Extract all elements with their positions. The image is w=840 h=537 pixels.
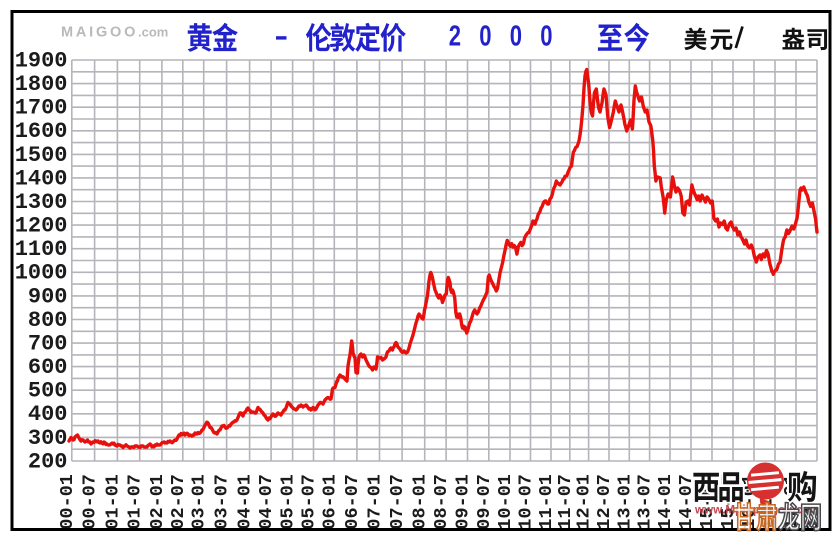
svg-text:02-01: 02-01 <box>147 474 168 530</box>
svg-text:11-07: 11-07 <box>555 474 576 530</box>
svg-text:04-01: 04-01 <box>235 474 256 530</box>
svg-text:800: 800 <box>28 308 68 333</box>
svg-text:01-01: 01-01 <box>102 474 123 530</box>
svg-text:12-01: 12-01 <box>574 474 595 530</box>
svg-text:08-07: 08-07 <box>431 474 452 530</box>
svg-text:05-01: 05-01 <box>278 474 299 530</box>
svg-text:05-07: 05-07 <box>299 474 320 530</box>
svg-text:1700: 1700 <box>15 96 68 121</box>
svg-text:600: 600 <box>28 355 68 380</box>
svg-text:500: 500 <box>28 379 68 404</box>
svg-text:10-07: 10-07 <box>516 474 537 530</box>
svg-text:14-01: 14-01 <box>655 474 676 530</box>
svg-text:1100: 1100 <box>15 237 68 262</box>
svg-text:900: 900 <box>28 284 68 309</box>
svg-text:0: 0 <box>479 21 491 53</box>
svg-text:07-01: 07-01 <box>365 474 386 530</box>
svg-text:09-07: 09-07 <box>474 474 495 530</box>
svg-text:13-01: 13-01 <box>614 474 635 530</box>
svg-text:08-01: 08-01 <box>410 474 431 530</box>
svg-text:MAIGOO: MAIGOO <box>61 25 138 41</box>
svg-text:10-01: 10-01 <box>495 474 516 530</box>
svg-text:09-01: 09-01 <box>453 474 474 530</box>
svg-text:1000: 1000 <box>15 261 68 286</box>
svg-text:00-07: 00-07 <box>80 474 101 530</box>
svg-text:12-07: 12-07 <box>594 474 615 530</box>
svg-text:1400: 1400 <box>15 166 68 191</box>
svg-text:1500: 1500 <box>15 143 68 168</box>
svg-text:01-07: 01-07 <box>125 474 146 530</box>
svg-text:1300: 1300 <box>15 190 68 215</box>
svg-text:13-07: 13-07 <box>635 474 656 530</box>
svg-text:700: 700 <box>28 332 68 357</box>
svg-text:1800: 1800 <box>15 72 68 97</box>
svg-text:06-07: 06-07 <box>342 474 363 530</box>
svg-text:06-01: 06-01 <box>319 474 340 530</box>
svg-text:11-01: 11-01 <box>536 474 557 530</box>
svg-text:300: 300 <box>28 426 68 451</box>
svg-text:03-01: 03-01 <box>189 474 210 530</box>
svg-text:03-07: 03-07 <box>212 474 233 530</box>
svg-text:0: 0 <box>510 21 522 53</box>
svg-text:07-07: 07-07 <box>387 474 408 530</box>
svg-text:0: 0 <box>540 21 552 53</box>
svg-text:200: 200 <box>28 449 68 474</box>
svg-text:2: 2 <box>449 21 461 53</box>
svg-text:02-07: 02-07 <box>168 474 189 530</box>
svg-text:1900: 1900 <box>15 48 68 73</box>
svg-text:1200: 1200 <box>15 214 68 239</box>
svg-text:400: 400 <box>28 402 68 427</box>
svg-text:.com: .com <box>138 25 168 40</box>
svg-text:04-07: 04-07 <box>256 474 277 530</box>
svg-text:00-01: 00-01 <box>57 474 78 530</box>
svg-text:14-07: 14-07 <box>676 474 697 530</box>
svg-text:1600: 1600 <box>15 119 68 144</box>
